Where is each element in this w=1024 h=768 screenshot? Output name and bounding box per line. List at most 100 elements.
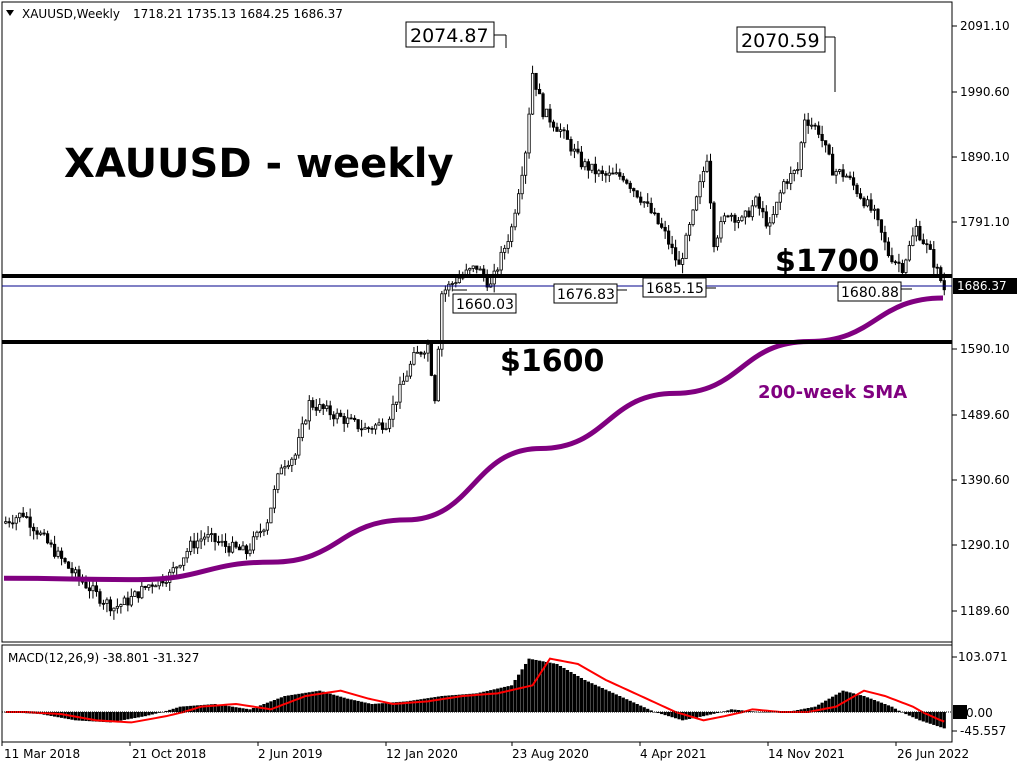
dropdown-triangle-icon[interactable] [6,10,14,16]
candle-body [189,540,193,552]
macd-bar [108,712,113,723]
candle-body [551,121,556,128]
macd-bar [803,708,807,712]
level-1700-label: $1700 [775,244,879,279]
candle-body [817,125,821,135]
time-axis[interactable]: 11 Mar 2018 21 Oct 2018 2 Jun 2019 12 Ja… [1,742,969,761]
candle-body [663,226,667,232]
candle-body [269,507,273,524]
candle-body [237,546,242,551]
candle-body [844,175,849,178]
candle-body [698,181,702,198]
low-4-box [837,281,902,302]
macd-bar [680,712,685,721]
macd-bar [464,694,468,712]
xtick-0: 11 Mar 2018 [4,747,80,761]
macd-bar [611,692,615,712]
candle-body [63,558,67,563]
macd-bar [635,703,639,712]
candle-body [380,422,385,430]
candle-body [778,192,782,203]
price-scale[interactable]: 2091.10 1990.60 1890.10 1791.10 1686.37 … [952,19,1017,738]
macd-bar [562,667,566,712]
macd-bar [489,690,493,712]
macd-bar [91,712,95,722]
macd-bar [154,712,158,714]
macd-bar [478,692,482,712]
macd-bar [293,694,297,712]
macd-bar [328,693,332,712]
macd-bar [506,686,510,712]
ytick-1990: 1990.60 [960,85,1010,99]
macd-bar [394,702,399,712]
candle-body [150,584,154,587]
macd-bar [230,706,235,712]
candle-body [597,170,601,175]
macd-bar [733,709,737,712]
candle-body [342,416,346,424]
candle-body [799,142,803,170]
ytick-1489: 1489.60 [960,408,1010,422]
candle-body [489,283,493,288]
macd-bar [865,697,870,712]
macd-bar [182,706,186,712]
macd-marker [953,705,967,719]
macd-bar [632,702,636,712]
macd-bar [893,708,898,712]
macd-ytick-bottom: -45.557 [960,724,1006,738]
candle-body [203,536,207,540]
candle-body [576,148,580,153]
macd-bar [600,687,604,712]
macd-bar [419,699,423,712]
candle-body [680,258,685,265]
candle-body [925,243,929,246]
candle-body [391,403,395,420]
candle-body [108,599,113,612]
macd-bar [227,706,231,712]
macd-bar [492,689,496,712]
macd-bar [565,669,570,712]
candle-body [356,419,360,430]
candle-body [569,139,573,152]
macd-bar [628,700,632,712]
macd-bar [534,659,538,712]
candle-body [59,550,64,559]
macd-bar [810,707,814,712]
candle-body [52,543,57,557]
candle-body [84,581,88,589]
candle-body [220,540,224,543]
macd-signal-line [5,657,945,724]
macd-bar [447,695,451,712]
macd-bar [869,698,873,712]
candle-body [377,422,381,426]
candle-body [223,540,228,547]
macd-bar [639,705,643,712]
macd-bar [112,712,116,722]
candle-body [544,108,549,118]
macd-bar [203,704,207,712]
macd-bar [126,712,130,720]
candle-body [49,542,53,545]
candle-body [670,243,674,249]
macd-readout: MACD(12,26,9) -38.801 -31.327 [8,651,199,665]
macd-bar [405,701,409,712]
level-1600-label: $1600 [500,344,604,379]
macd-bar [223,705,228,712]
candle-body [837,169,842,172]
candle-body [18,512,22,519]
candle-body [98,591,102,604]
candle-body [70,567,74,574]
macd-bar [806,707,810,712]
candle-body [468,268,472,271]
candle-body [593,163,597,175]
candle-body [182,557,186,566]
macd-bar [607,691,611,712]
macd-bar [307,692,311,712]
candle-body [147,584,151,588]
candle-body [119,604,123,607]
candle-body [869,199,873,211]
macd-bar [468,693,472,712]
low-3-label: 1685.15 [646,281,704,297]
macd-bar [185,706,189,712]
macd-bar [290,694,294,712]
